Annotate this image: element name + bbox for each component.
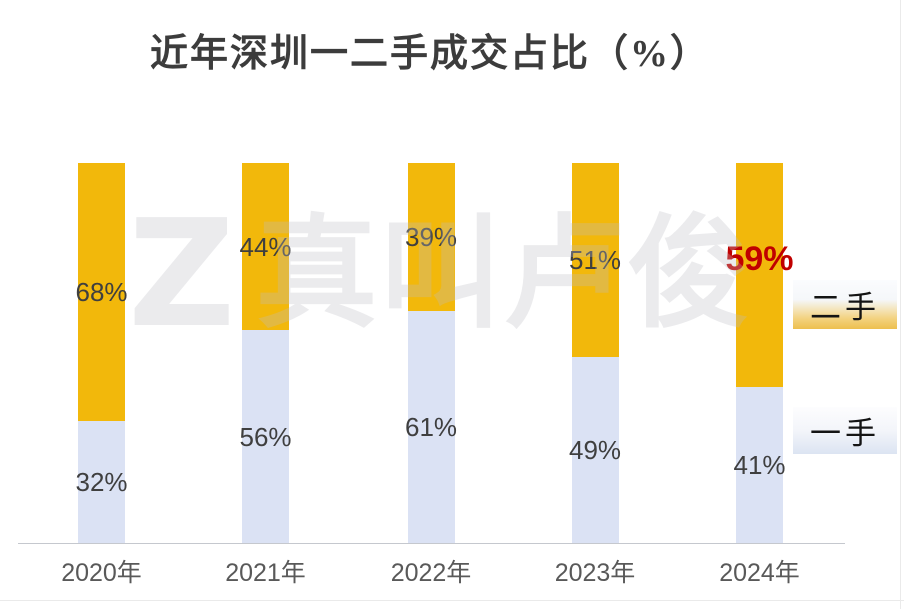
legend-item-second-hand: 二手 bbox=[793, 280, 897, 329]
screenshot-bottom-edge bbox=[0, 600, 904, 601]
bar-group: 44% 56% bbox=[239, 163, 292, 543]
bar-segment-first-hand: 56% bbox=[239, 330, 292, 543]
screenshot-right-edge bbox=[900, 0, 901, 609]
value-label-second-hand: 39% bbox=[404, 222, 458, 253]
legend-label-second-hand: 二手 bbox=[810, 290, 880, 325]
bar-group: 39% 61% bbox=[404, 163, 458, 543]
bar-segment-second-hand: 59% bbox=[725, 163, 794, 388]
bar-segment-second-hand: 68% bbox=[75, 163, 128, 422]
x-axis-label: 2023年 bbox=[554, 559, 636, 587]
bar-segment-first-hand: 49% bbox=[568, 356, 622, 543]
x-axis-line bbox=[18, 543, 845, 544]
value-label-second-hand: 44% bbox=[239, 231, 292, 262]
legend-item-first-hand: 一手 bbox=[793, 407, 897, 454]
bar-group: 59% 41% bbox=[725, 163, 794, 543]
bar-group: 51% 49% bbox=[568, 163, 622, 543]
value-label-first-hand: 61% bbox=[404, 412, 458, 443]
value-label-second-hand: 68% bbox=[75, 277, 128, 308]
value-label-first-hand: 49% bbox=[568, 434, 622, 465]
bar-group: 68% 32% bbox=[75, 163, 128, 543]
value-label-second-hand: 51% bbox=[568, 244, 622, 275]
value-label-first-hand: 32% bbox=[75, 467, 128, 498]
x-axis-label: 2024年 bbox=[719, 559, 800, 587]
bar-segment-first-hand: 61% bbox=[404, 311, 458, 543]
value-label-first-hand: 56% bbox=[239, 421, 292, 452]
value-label-second-hand: 59% bbox=[725, 240, 794, 279]
value-label-first-hand: 41% bbox=[733, 450, 786, 481]
bar-segment-second-hand: 51% bbox=[568, 163, 622, 357]
watermark-text: 真叫卢俊 bbox=[255, 203, 752, 345]
bar-segment-first-hand: 41% bbox=[733, 387, 786, 543]
legend-label-first-hand: 一手 bbox=[810, 416, 880, 451]
watermark-logo-icon: Z bbox=[128, 188, 236, 360]
x-axis-label: 2020年 bbox=[61, 559, 142, 587]
bar-segment-second-hand: 39% bbox=[404, 163, 458, 312]
bar-segment-second-hand: 44% bbox=[239, 163, 292, 331]
x-axis-label: 2022年 bbox=[390, 559, 472, 587]
x-axis-label: 2021年 bbox=[225, 559, 306, 587]
chart-title: 近年深圳一二手成交占比（%） bbox=[149, 33, 710, 75]
bar-segment-first-hand: 32% bbox=[75, 421, 128, 543]
